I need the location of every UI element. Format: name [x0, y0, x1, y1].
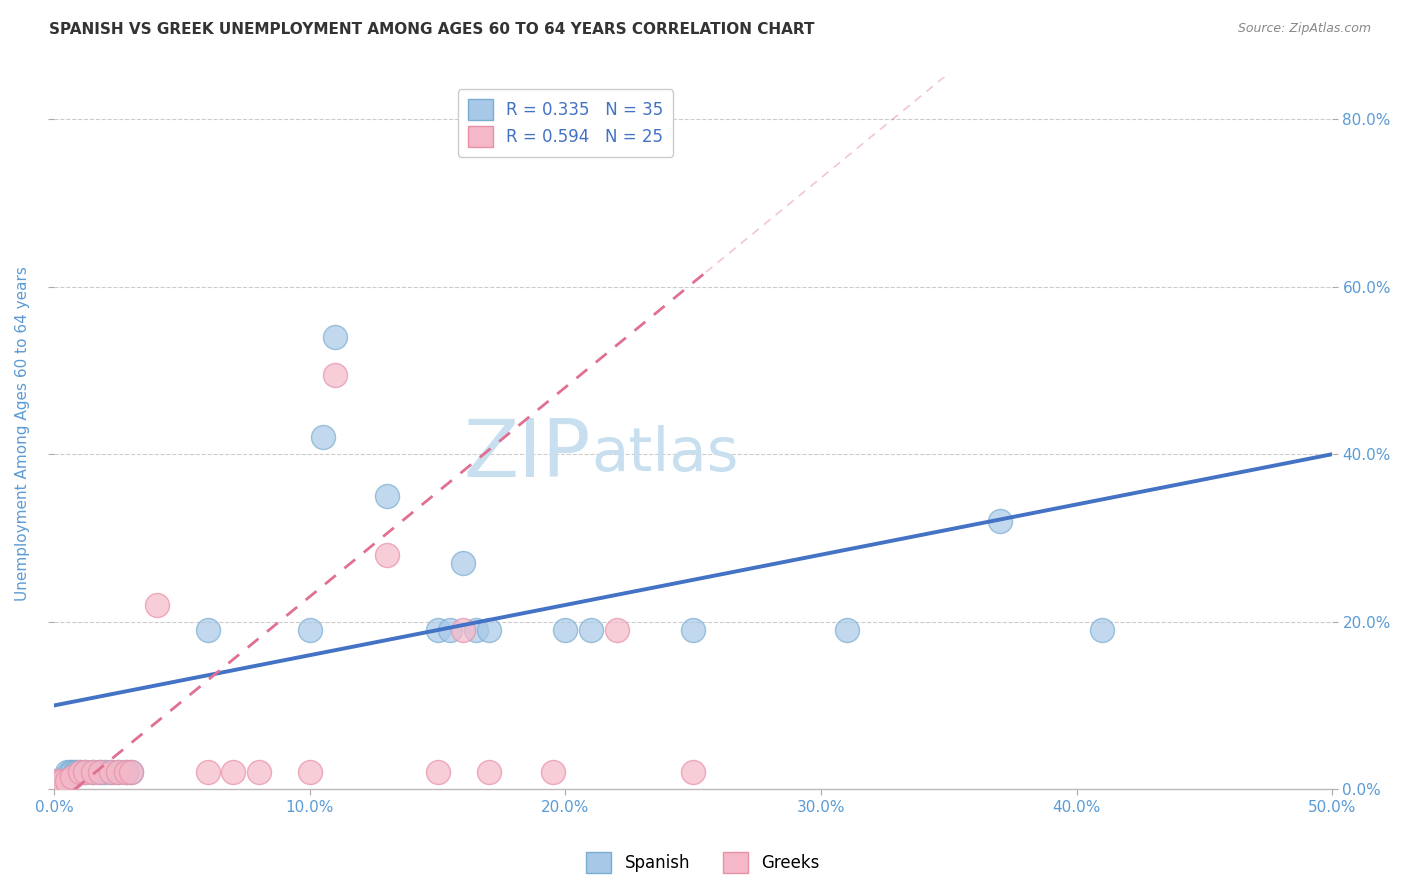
Point: [56, 773, 79, 788]
Point: [56, 765, 79, 780]
Point: [682, 765, 704, 780]
Point: [115, 765, 138, 780]
Point: [115, 765, 138, 780]
Point: [298, 765, 321, 780]
Point: [311, 430, 333, 444]
Point: [579, 623, 602, 637]
Point: [82, 765, 104, 780]
Text: ZIP: ZIP: [464, 416, 591, 493]
Point: [60, 770, 83, 784]
Point: [107, 765, 129, 780]
Point: [51, 773, 73, 788]
Point: [605, 623, 627, 637]
Point: [554, 623, 576, 637]
Point: [45, 773, 67, 788]
Point: [94, 765, 117, 780]
Point: [59, 765, 82, 780]
Point: [100, 765, 122, 780]
Point: [375, 489, 398, 503]
Text: SPANISH VS GREEK UNEMPLOYMENT AMONG AGES 60 TO 64 YEARS CORRELATION CHART: SPANISH VS GREEK UNEMPLOYMENT AMONG AGES…: [49, 22, 814, 37]
Point: [197, 765, 219, 780]
Point: [247, 765, 270, 780]
Point: [682, 623, 704, 637]
Point: [478, 623, 501, 637]
Point: [375, 548, 398, 562]
Point: [60, 765, 83, 780]
Point: [451, 556, 474, 570]
Point: [82, 765, 104, 780]
Point: [89, 765, 111, 780]
Point: [145, 598, 167, 612]
Y-axis label: Unemployment Among Ages 60 to 64 years: Unemployment Among Ages 60 to 64 years: [15, 266, 30, 600]
Point: [53, 770, 76, 784]
Point: [426, 765, 449, 780]
Point: [73, 765, 96, 780]
Point: [120, 765, 142, 780]
Point: [63, 765, 86, 780]
Point: [465, 623, 488, 637]
Point: [325, 368, 347, 382]
Point: [541, 765, 564, 780]
Text: atlas: atlas: [591, 425, 738, 484]
Point: [298, 623, 321, 637]
Point: [426, 623, 449, 637]
Point: [107, 765, 129, 780]
Point: [835, 623, 858, 637]
Legend: R = 0.335   N = 35, R = 0.594   N = 25: R = 0.335 N = 35, R = 0.594 N = 25: [457, 89, 673, 157]
Point: [1091, 623, 1114, 637]
Point: [222, 765, 245, 780]
Point: [988, 514, 1011, 528]
Point: [73, 765, 96, 780]
Text: Source: ZipAtlas.com: Source: ZipAtlas.com: [1237, 22, 1371, 36]
Legend: Spanish, Greeks: Spanish, Greeks: [579, 846, 827, 880]
Point: [45, 773, 67, 788]
Point: [439, 623, 461, 637]
Point: [325, 330, 347, 344]
Point: [478, 765, 501, 780]
Point: [89, 765, 111, 780]
Point: [48, 773, 70, 788]
Point: [51, 773, 73, 788]
Point: [120, 765, 142, 780]
Point: [100, 765, 122, 780]
Point: [66, 765, 89, 780]
Point: [69, 765, 91, 780]
Point: [197, 623, 219, 637]
Point: [69, 765, 91, 780]
Point: [451, 623, 474, 637]
